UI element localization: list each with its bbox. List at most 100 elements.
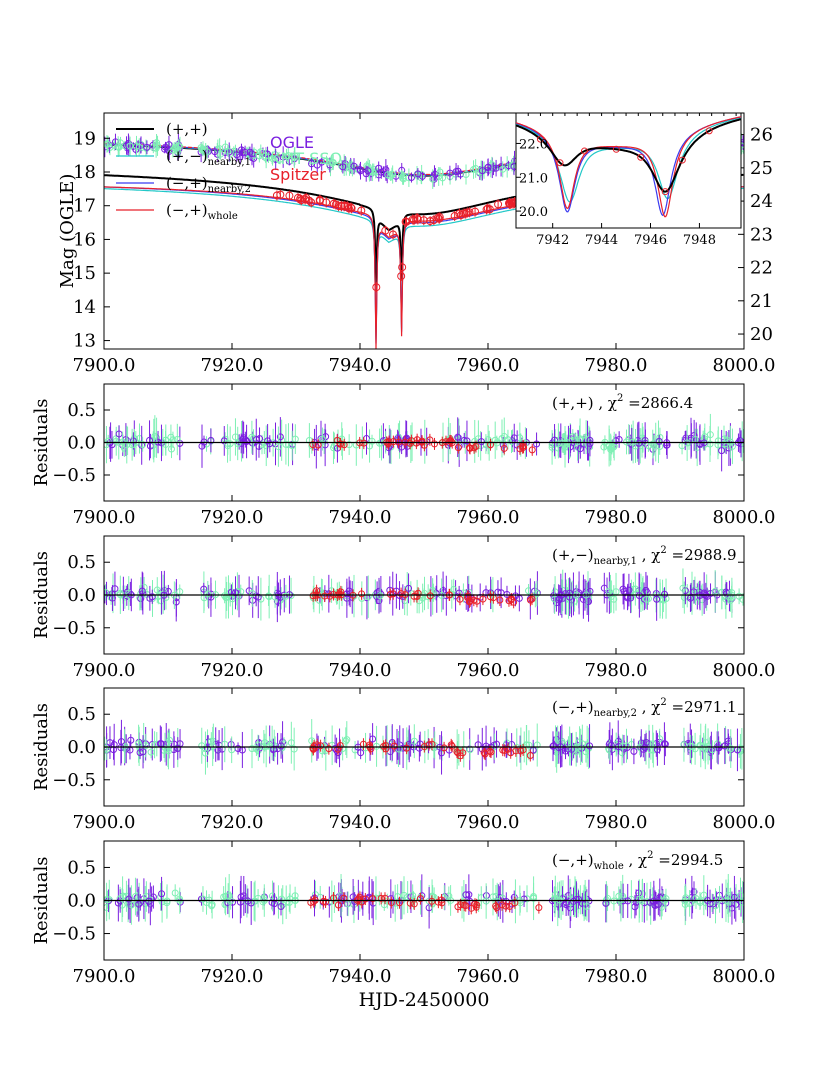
spitzer-point xyxy=(412,439,420,447)
spitzer-point xyxy=(526,752,534,760)
ogle-point xyxy=(454,433,462,441)
spitzer-point xyxy=(336,741,344,749)
spitzer-point xyxy=(309,744,317,752)
kmt-point xyxy=(126,142,134,150)
residual-plot-2 xyxy=(104,568,744,623)
spitzer-point xyxy=(340,894,348,902)
kmt-point xyxy=(728,442,736,450)
ogle-point xyxy=(556,595,564,603)
ogle-point xyxy=(388,738,396,746)
spitzer-point xyxy=(381,226,390,235)
y-tick-label: 15 xyxy=(73,263,96,284)
kmt-point xyxy=(569,432,577,440)
kmt-point xyxy=(551,595,559,603)
kmt-point xyxy=(439,174,447,182)
ogle-point xyxy=(339,163,347,171)
kmt-point xyxy=(287,739,295,747)
kmt-point xyxy=(643,595,651,603)
kmt-point xyxy=(711,587,719,595)
y-tick-label: 19 xyxy=(73,128,96,149)
ogle-point xyxy=(452,168,460,176)
spitzer-point xyxy=(470,596,478,604)
kmt-point xyxy=(706,431,714,439)
legend-label: (+,+) xyxy=(166,120,208,138)
kmt-point xyxy=(248,745,256,753)
kmt-point xyxy=(254,741,262,749)
kmt-point xyxy=(727,745,735,753)
dataset-legend-label: KMT SSO xyxy=(270,149,342,168)
ogle-point xyxy=(690,431,698,439)
ogle-point xyxy=(356,165,364,173)
ogle-point xyxy=(148,593,156,601)
ogle-point xyxy=(375,164,383,172)
ogle-point xyxy=(137,142,145,150)
ogle-point xyxy=(661,590,669,598)
ogle-point xyxy=(174,744,182,752)
x-tick-label: 7980.0 xyxy=(585,355,648,376)
x-tick-label: 7960.0 xyxy=(457,507,520,528)
ogle-point xyxy=(562,898,570,906)
kmt-point xyxy=(104,745,109,753)
kmt-point xyxy=(680,741,688,749)
inset-x-tick-label: 7944 xyxy=(585,233,618,248)
y-tick-label: 0.0 xyxy=(67,585,96,606)
x-tick-label: 7940.0 xyxy=(329,812,392,833)
inset-y-tick-label: 21.0 xyxy=(519,171,548,186)
spitzer-point xyxy=(369,895,377,903)
kmt-point xyxy=(388,170,396,178)
y-tick-label: 17 xyxy=(73,196,96,217)
y-tick-label: 0.5 xyxy=(67,704,96,725)
y-tick-right-label: 23 xyxy=(750,224,773,245)
ogle-point xyxy=(478,167,486,175)
spitzer-point xyxy=(326,592,334,600)
kmt-point xyxy=(282,440,290,448)
x-tick-label: 7940.0 xyxy=(329,507,392,528)
inset-spitzer-point xyxy=(556,159,564,167)
ogle-point xyxy=(561,590,569,598)
kmt-point xyxy=(208,902,216,910)
x-tick-label: 7960.0 xyxy=(457,355,520,376)
ogle-point xyxy=(234,744,242,752)
spitzer-point xyxy=(302,193,311,202)
inset-x-tick-label: 7942 xyxy=(536,233,569,248)
y-tick-right-label: 21 xyxy=(750,291,773,312)
kmt-point xyxy=(157,893,165,901)
kmt-point xyxy=(104,896,112,904)
spitzer-point xyxy=(455,209,464,218)
y-tick-label: 0.5 xyxy=(67,857,96,878)
x-tick-label: 7980.0 xyxy=(585,660,648,681)
kmt-point xyxy=(169,146,177,154)
spitzer-point xyxy=(390,742,398,750)
kmt-point xyxy=(618,749,626,757)
kmt-point xyxy=(146,896,154,904)
kmt-point xyxy=(701,440,709,448)
spitzer-point xyxy=(408,215,417,224)
ogle-point xyxy=(110,741,118,749)
kmt-point xyxy=(338,162,346,170)
legend-label: (−,+)whole xyxy=(166,201,238,222)
spitzer-point xyxy=(389,230,398,239)
ogle-point xyxy=(439,587,447,595)
kmt-point xyxy=(269,892,277,900)
ogle-point xyxy=(696,440,704,448)
residual-plot-1 xyxy=(104,413,744,472)
spitzer-point xyxy=(343,202,352,211)
kmt-point xyxy=(583,903,591,911)
spitzer-point xyxy=(512,747,520,755)
ogle-point xyxy=(246,148,254,156)
ogle-point xyxy=(138,587,146,595)
residual-model-label: (+,+) , χ2 =2866.4 xyxy=(552,393,693,412)
kmt-point xyxy=(163,899,171,907)
dataset-legend-label: Spitzer xyxy=(270,165,326,184)
y-tick-label: −0.5 xyxy=(52,465,96,486)
kmt-point xyxy=(204,590,212,598)
kmt-point xyxy=(284,152,292,160)
kmt-point xyxy=(554,440,562,448)
kmt-point xyxy=(410,737,418,745)
spitzer-point xyxy=(331,200,340,209)
ogle-point xyxy=(463,437,471,445)
spitzer-point xyxy=(325,745,333,753)
ogle-point xyxy=(586,742,594,750)
spitzer-point xyxy=(482,205,491,214)
kmt-point xyxy=(265,592,273,600)
